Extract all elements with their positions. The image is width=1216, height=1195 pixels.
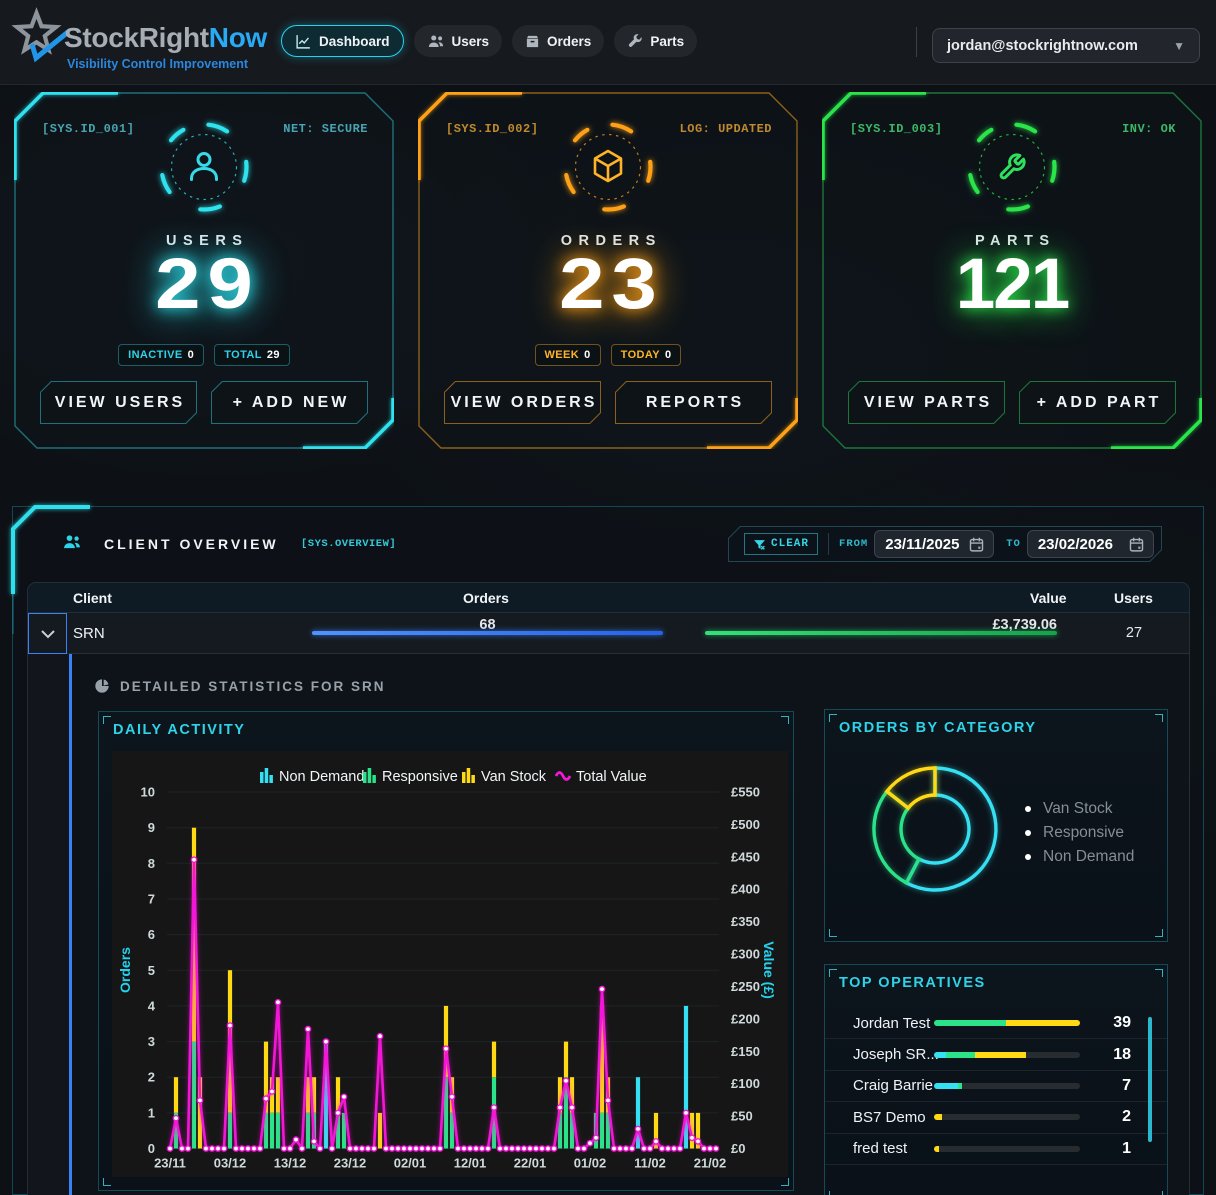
svg-text:13/12: 13/12: [274, 1156, 307, 1171]
svg-text:Orders: Orders: [117, 947, 133, 993]
svg-text:£350: £350: [731, 914, 760, 929]
svg-text:6: 6: [148, 927, 155, 942]
svg-text:2: 2: [148, 1070, 155, 1085]
svg-text:9: 9: [148, 820, 155, 835]
svg-text:£550: £550: [731, 785, 760, 800]
svg-text:Van Stock: Van Stock: [481, 769, 547, 785]
svg-text:7: 7: [148, 892, 155, 907]
svg-text:£200: £200: [731, 1011, 760, 1026]
svg-text:01/02: 01/02: [574, 1156, 607, 1171]
svg-text:11/02: 11/02: [634, 1156, 666, 1171]
svg-text:23/11: 23/11: [154, 1156, 186, 1171]
svg-text:£150: £150: [731, 1044, 760, 1059]
svg-text:1: 1: [148, 1105, 155, 1120]
svg-text:£50: £50: [731, 1109, 753, 1124]
svg-text:8: 8: [148, 856, 155, 871]
svg-text:10: 10: [141, 785, 155, 800]
svg-text:12/01: 12/01: [454, 1156, 487, 1171]
svg-text:5: 5: [148, 963, 155, 978]
svg-text:Non Demand: Non Demand: [279, 769, 364, 785]
svg-text:£500: £500: [731, 817, 760, 832]
svg-text:22/01: 22/01: [514, 1156, 547, 1171]
svg-text:£250: £250: [731, 979, 760, 994]
svg-text:Responsive: Responsive: [382, 769, 458, 785]
svg-text:21/02: 21/02: [694, 1156, 727, 1171]
svg-text:£0: £0: [731, 1141, 745, 1156]
svg-text:03/12: 03/12: [214, 1156, 247, 1171]
svg-text:£450: £450: [731, 849, 760, 864]
svg-text:Value (£): Value (£): [761, 941, 777, 999]
svg-text:4: 4: [148, 998, 156, 1013]
svg-text:£400: £400: [731, 882, 760, 897]
svg-text:02/01: 02/01: [394, 1156, 427, 1171]
svg-text:23/12: 23/12: [334, 1156, 367, 1171]
svg-text:Total Value: Total Value: [576, 769, 647, 785]
svg-text:3: 3: [148, 1034, 155, 1049]
svg-text:£300: £300: [731, 947, 760, 962]
svg-text:0: 0: [148, 1141, 155, 1156]
svg-text:£100: £100: [731, 1076, 760, 1091]
